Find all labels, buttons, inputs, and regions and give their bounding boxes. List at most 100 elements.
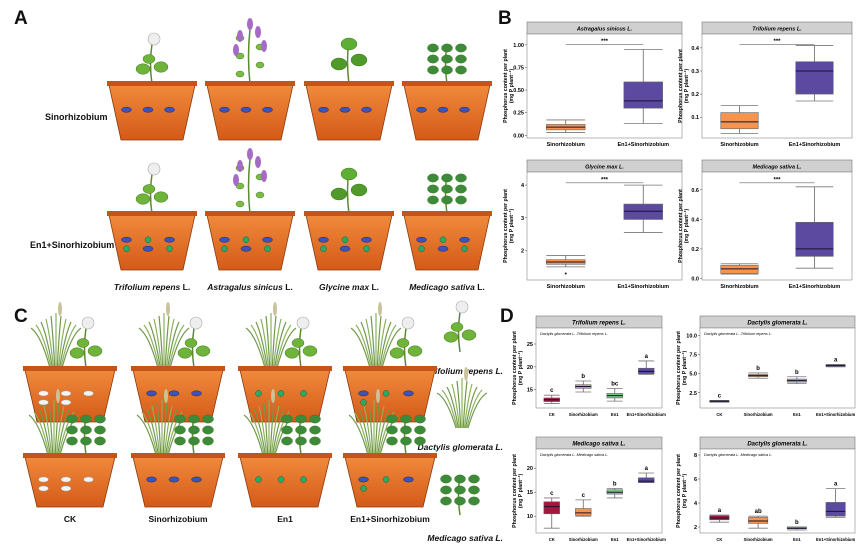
- grass-blade: [250, 324, 267, 369]
- stem: [247, 28, 251, 85]
- pot-rim: [23, 453, 117, 458]
- leaf-icon: [468, 496, 480, 506]
- grass-blade: [153, 318, 163, 369]
- grass-seedhead-icon: [376, 389, 380, 403]
- leaf-icon: [69, 347, 85, 359]
- phosphate-icon: [60, 476, 72, 483]
- box: [623, 81, 663, 109]
- pot-rim: [343, 453, 437, 458]
- leaf-icon: [281, 436, 293, 446]
- pot: [23, 366, 117, 423]
- grass-blade: [258, 405, 268, 456]
- pot: [107, 81, 197, 141]
- leaf-icon: [454, 474, 466, 484]
- significance-stars: ***: [773, 39, 781, 45]
- grass-blade: [169, 327, 190, 369]
- significance-letter: a: [834, 482, 838, 488]
- sinorhizobium-icon: [339, 106, 351, 113]
- leaf-icon: [235, 70, 245, 78]
- sinorhizobium-icon: [219, 236, 230, 243]
- leaf-icon: [80, 414, 92, 424]
- y-tick-label: 2.5: [689, 391, 697, 397]
- leaf-icon: [455, 54, 467, 64]
- y-tick-label: 0.2: [691, 92, 699, 98]
- grass-seedhead-icon: [166, 302, 170, 316]
- grass-blade: [57, 318, 67, 369]
- sinorhizobium-icon: [403, 476, 414, 483]
- en1-icon: [300, 476, 307, 483]
- grass-blade: [148, 321, 161, 369]
- x-tick-label: Sinorhizobium: [744, 537, 773, 542]
- x-tick-label: Sinorhizobium: [744, 412, 773, 417]
- sinorhizobium-icon: [262, 236, 273, 243]
- leaf-icon: [188, 436, 200, 446]
- group-label-en1-sinorhizobium: En1+Sinorhizobium: [350, 514, 430, 524]
- flower-icon: [296, 316, 310, 330]
- x-tick-label: En1: [611, 412, 619, 417]
- leaf-icon: [441, 173, 453, 183]
- grass-blade: [378, 411, 395, 456]
- grass-blade: [243, 414, 264, 456]
- flower-icon: [261, 170, 267, 182]
- en1-icon: [363, 245, 370, 252]
- leaf-icon: [94, 414, 106, 424]
- leaf-icon: [450, 322, 464, 332]
- significance-letter: a: [718, 508, 722, 514]
- x-tick-label: En1+Sinorhizobium: [816, 412, 855, 417]
- sinorhizobium-icon: [164, 106, 175, 113]
- leaf-icon: [455, 195, 467, 205]
- significance-letter: a: [834, 358, 838, 364]
- significance-stars: ***: [773, 177, 781, 183]
- stem: [298, 327, 302, 369]
- leaf-icon: [440, 496, 452, 506]
- panel-label-b: B: [498, 8, 512, 29]
- x-tick-label: Sinorhizobium: [547, 142, 585, 148]
- phosphate-icon: [38, 476, 49, 483]
- y-tick-label: 15: [527, 388, 533, 394]
- pot-rim: [402, 81, 492, 86]
- x-tick-label: Sinorhizobium: [569, 412, 598, 417]
- significance-stars: ***: [601, 177, 609, 183]
- grass-blade: [28, 414, 49, 456]
- grass-blade: [276, 327, 297, 369]
- en1-icon: [123, 245, 130, 252]
- species-label-astragalus: Astragalus sinicus L.: [206, 282, 293, 292]
- grass-blade: [377, 318, 387, 369]
- grass-blade: [348, 414, 369, 456]
- grass-blade: [156, 402, 162, 456]
- leaf-icon: [202, 425, 214, 435]
- leaf-icon: [76, 338, 90, 348]
- grass-blade: [260, 318, 270, 369]
- grass-blade: [381, 327, 402, 369]
- x-tick-label: En1+Sinorhizobium: [627, 412, 666, 417]
- flower-icon: [255, 26, 261, 38]
- leaf-icon: [202, 414, 214, 424]
- y-tick-label: 7.5: [689, 353, 697, 359]
- leaf-icon: [427, 65, 439, 75]
- boxplot-2: Glycine max L. 2 3 4 Phosphorus content per …: [503, 159, 683, 290]
- chart-subtitle: Dactylis glomerata L.-Trifolium repens L…: [540, 332, 608, 336]
- y-tick-label: 0.6: [691, 188, 699, 194]
- grass-blade: [441, 389, 458, 429]
- en1-icon: [461, 245, 468, 252]
- phosphate-icon: [38, 485, 49, 492]
- pot-rim: [23, 366, 117, 371]
- grass-blade: [167, 321, 180, 369]
- sinorhizobium-icon: [318, 106, 329, 113]
- grass-blade: [446, 386, 459, 429]
- leaf-icon: [440, 485, 452, 495]
- leaf-icon: [142, 184, 156, 194]
- pot-body: [132, 456, 224, 508]
- flower-icon: [189, 316, 203, 330]
- leaf-icon: [441, 43, 453, 53]
- pot-rim: [238, 366, 332, 371]
- leaf-icon: [427, 173, 439, 183]
- grass-blade: [50, 315, 56, 369]
- chart-title: Dactylis glomerata L.: [747, 321, 808, 327]
- grass-blade: [463, 383, 473, 429]
- pot-body: [239, 369, 331, 423]
- y-tick-label: 0.3: [691, 69, 699, 75]
- box: [795, 222, 834, 257]
- en1-icon: [300, 390, 307, 397]
